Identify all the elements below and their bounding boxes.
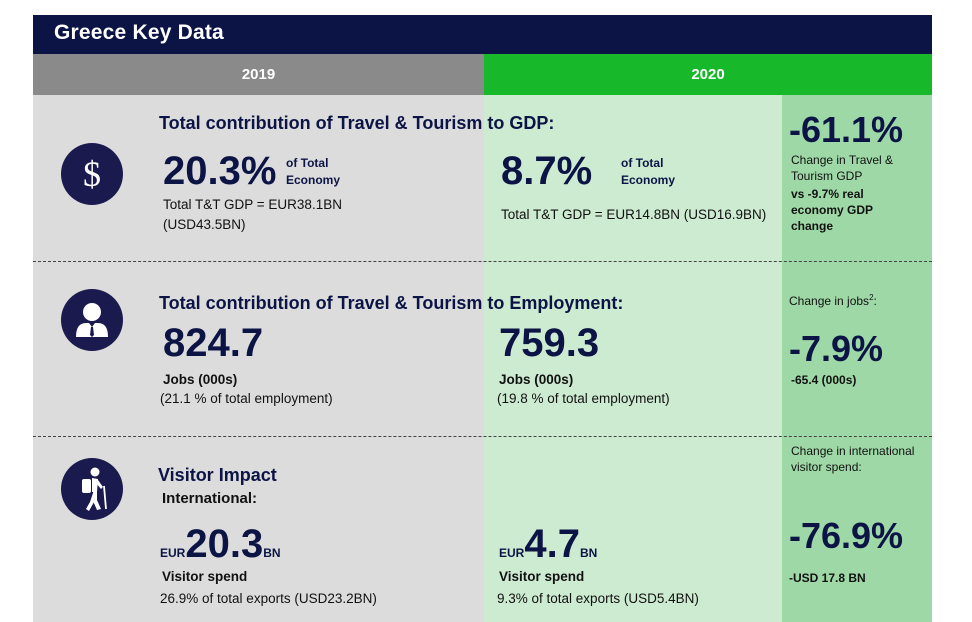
visitor-2019-share: 26.9% of total exports (USD23.2BN) — [160, 591, 377, 606]
visitor-subtitle: International: — [162, 490, 258, 507]
visitor-2019-label: Visitor spend — [162, 569, 248, 584]
employment-change-label: Change in jobs2: — [789, 293, 877, 308]
employment-2019-value: 824.7 — [163, 321, 264, 365]
hiker-icon — [61, 458, 123, 520]
visitor-change-value: -76.9% — [789, 515, 904, 556]
gdp-2020-detail: Total T&T GDP = EUR14.8BN (USD16.9BN) — [501, 207, 767, 222]
employment-section-title: Total contribution of Travel & Tourism t… — [159, 293, 624, 313]
gdp-2020-unit: of Total Economy — [621, 156, 676, 187]
footnote-marker: 2 — [869, 293, 874, 302]
employment-2020-value: 759.3 — [499, 321, 600, 365]
gdp-2019-detail-line1: Total T&T GDP = EUR38.1BN — [163, 197, 342, 212]
section-divider — [33, 436, 932, 437]
gdp-change-comparison: vs -9.7% real economy GDP change — [791, 187, 873, 233]
employment-2020-label: Jobs (000s) — [499, 372, 574, 387]
header-2020-label: 2020 — [691, 66, 725, 83]
svg-text:$: $ — [83, 154, 101, 194]
dollar-icon: $ — [61, 143, 123, 205]
gdp-change-description: Change in Travel & Tourism GDP — [791, 153, 894, 183]
header-2020: 2020 — [484, 54, 932, 95]
employment-change-value: -7.9% — [789, 328, 884, 369]
employment-2019-share: (21.1 % of total employment) — [160, 391, 333, 406]
businessman-icon — [61, 289, 123, 351]
gdp-change-value: -61.1% — [789, 109, 904, 150]
section-divider — [33, 261, 932, 262]
gdp-2020-value: 8.7% — [501, 149, 593, 193]
visitor-section-title: Visitor Impact — [158, 465, 277, 485]
employment-2019-label: Jobs (000s) — [163, 372, 238, 387]
title-bar — [33, 15, 932, 54]
visitor-change-label: Change in international visitor spend: — [791, 444, 915, 474]
column-change-background — [782, 95, 932, 622]
header-2019-label: 2019 — [241, 66, 276, 83]
page-title: Greece Key Data — [54, 21, 224, 44]
gdp-2019-unit: of Total Economy — [286, 156, 341, 187]
gdp-section-title: Total contribution of Travel & Tourism t… — [159, 113, 555, 133]
gdp-2019-detail-line2: (USD43.5BN) — [163, 217, 246, 232]
employment-change-absolute: -65.4 (000s) — [791, 373, 857, 387]
employment-2020-share: (19.8 % of total employment) — [497, 391, 670, 406]
visitor-2020-value: EUR4.7BN — [499, 522, 598, 566]
visitor-change-absolute: -USD 17.8 BN — [789, 571, 866, 585]
gdp-2019-value: 20.3% — [163, 149, 277, 193]
header-2019: 2019 — [33, 54, 484, 95]
column-2020-background — [484, 95, 782, 622]
visitor-2019-value: EUR20.3BN — [160, 522, 281, 566]
visitor-2020-share: 9.3% of total exports (USD5.4BN) — [497, 591, 699, 606]
visitor-2020-label: Visitor spend — [499, 569, 585, 584]
